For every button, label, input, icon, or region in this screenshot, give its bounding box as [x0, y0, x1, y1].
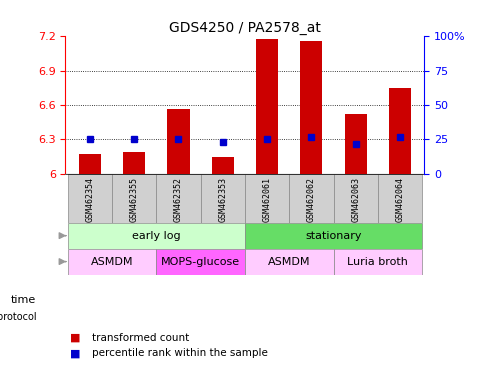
Bar [288, 174, 333, 223]
Bar [333, 174, 377, 223]
Text: GSM462061: GSM462061 [262, 177, 271, 222]
Text: growth protocol: growth protocol [0, 312, 36, 322]
Bar [388, 88, 410, 174]
Bar [68, 223, 244, 248]
Bar [300, 41, 322, 174]
Text: ■: ■ [70, 333, 81, 343]
Text: GSM462064: GSM462064 [394, 177, 404, 222]
Bar [211, 157, 233, 174]
Bar [123, 152, 145, 174]
Text: Luria broth: Luria broth [347, 257, 408, 266]
Text: percentile rank within the sample: percentile rank within the sample [92, 348, 268, 358]
Text: time: time [11, 295, 36, 305]
Text: stationary: stationary [304, 231, 361, 241]
Bar [377, 174, 421, 223]
Bar [244, 174, 288, 223]
Text: ASMDM: ASMDM [91, 257, 133, 266]
Text: GSM462063: GSM462063 [350, 177, 360, 222]
Text: GSM462355: GSM462355 [129, 177, 138, 222]
Text: ■: ■ [70, 348, 81, 358]
Text: GSM462062: GSM462062 [306, 177, 315, 222]
Bar [156, 248, 244, 275]
Text: MOPS-glucose: MOPS-glucose [161, 257, 240, 266]
Bar [256, 39, 278, 174]
Text: GSM462352: GSM462352 [174, 177, 182, 222]
Title: GDS4250 / PA2578_at: GDS4250 / PA2578_at [168, 22, 320, 35]
Bar [244, 223, 421, 248]
Bar [167, 109, 189, 174]
Bar [156, 174, 200, 223]
Bar [333, 248, 421, 275]
Text: early log: early log [132, 231, 180, 241]
Bar [112, 174, 156, 223]
Text: transformed count: transformed count [92, 333, 189, 343]
Bar [244, 248, 333, 275]
Bar [68, 248, 156, 275]
Text: GSM462353: GSM462353 [218, 177, 227, 222]
Bar [78, 154, 101, 174]
Bar [200, 174, 244, 223]
Text: ASMDM: ASMDM [268, 257, 310, 266]
Bar [68, 174, 112, 223]
Bar [344, 114, 366, 174]
Text: GSM462354: GSM462354 [85, 177, 94, 222]
